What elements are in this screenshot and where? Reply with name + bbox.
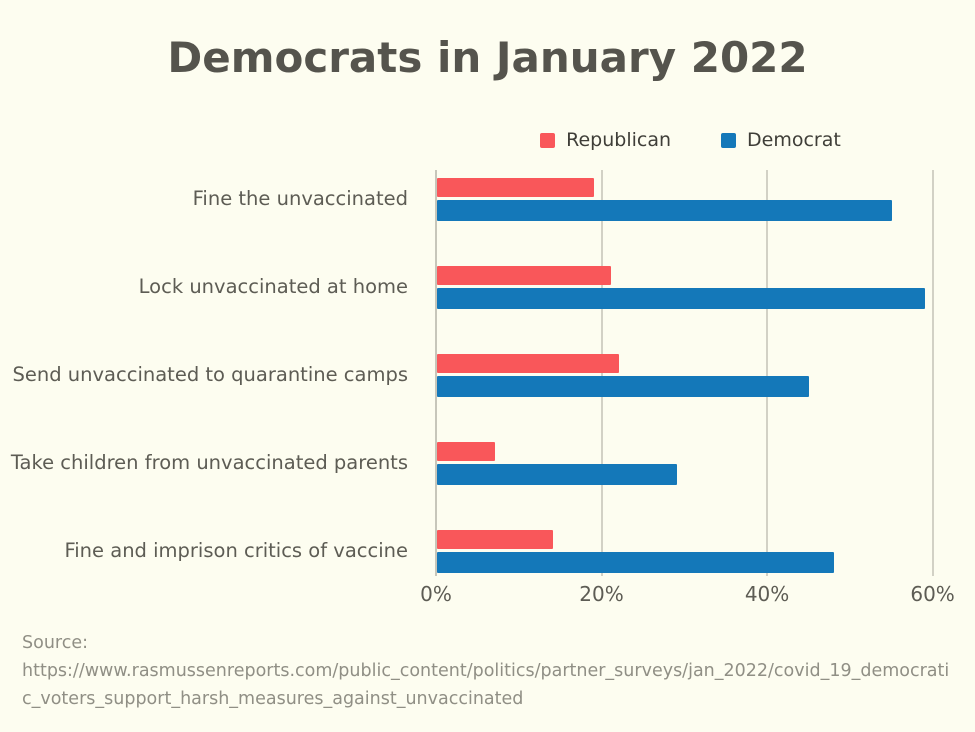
category-label-3: Take children from unvaccinated parents — [10, 451, 408, 474]
bar-democrat-4 — [437, 552, 835, 573]
legend-label: Republican — [566, 129, 672, 151]
gridline-40 — [766, 170, 769, 576]
legend-label: Democrat — [747, 129, 841, 151]
bar-republican-0 — [437, 178, 595, 197]
category-label-0: Fine the unvaccinated — [192, 187, 408, 210]
bar-democrat-0 — [437, 200, 893, 221]
category-axis: Fine the unvaccinated Lock unvaccinated a… — [0, 170, 422, 576]
bar-republican-3 — [437, 442, 495, 461]
bar-republican-4 — [437, 530, 553, 549]
bar-democrat-1 — [437, 288, 926, 309]
x-axis: 0% 20% 40% 60% — [420, 582, 955, 612]
legend-item-democrat: Democrat — [721, 129, 841, 151]
legend: Republican Democrat — [436, 129, 945, 151]
legend-swatch-icon — [540, 132, 556, 148]
x-tick-label-60%: 60% — [910, 582, 955, 606]
x-tick-label-40%: 40% — [744, 582, 790, 606]
axis-zero-line — [435, 170, 437, 576]
category-label-4: Fine and imprison critics of vaccine — [64, 539, 408, 562]
legend-item-republican: Republican — [540, 129, 671, 151]
category-label-2: Send unvaccinated to quarantine camps — [12, 363, 408, 386]
bar-democrat-2 — [437, 376, 810, 397]
legend-swatch-icon — [721, 132, 737, 148]
gridline-60 — [931, 170, 934, 576]
gridline-20 — [600, 170, 603, 576]
x-tick-label-20%: 20% — [579, 582, 624, 606]
category-label-1: Lock unvaccinated at home — [138, 275, 408, 298]
x-tick-label-0%: 0% — [420, 582, 452, 606]
plot-area — [435, 170, 945, 576]
source-url: https://www.rasmussenreports.com/public_… — [22, 661, 950, 709]
chart-title: Democrats in January 2022 — [167, 33, 808, 82]
source-block: Source: https://www.rasmussenreports.com… — [22, 629, 958, 713]
bar-republican-1 — [437, 266, 611, 285]
bar-democrat-3 — [437, 464, 678, 485]
bar-republican-2 — [437, 354, 620, 373]
source-label: Source: — [22, 633, 89, 653]
